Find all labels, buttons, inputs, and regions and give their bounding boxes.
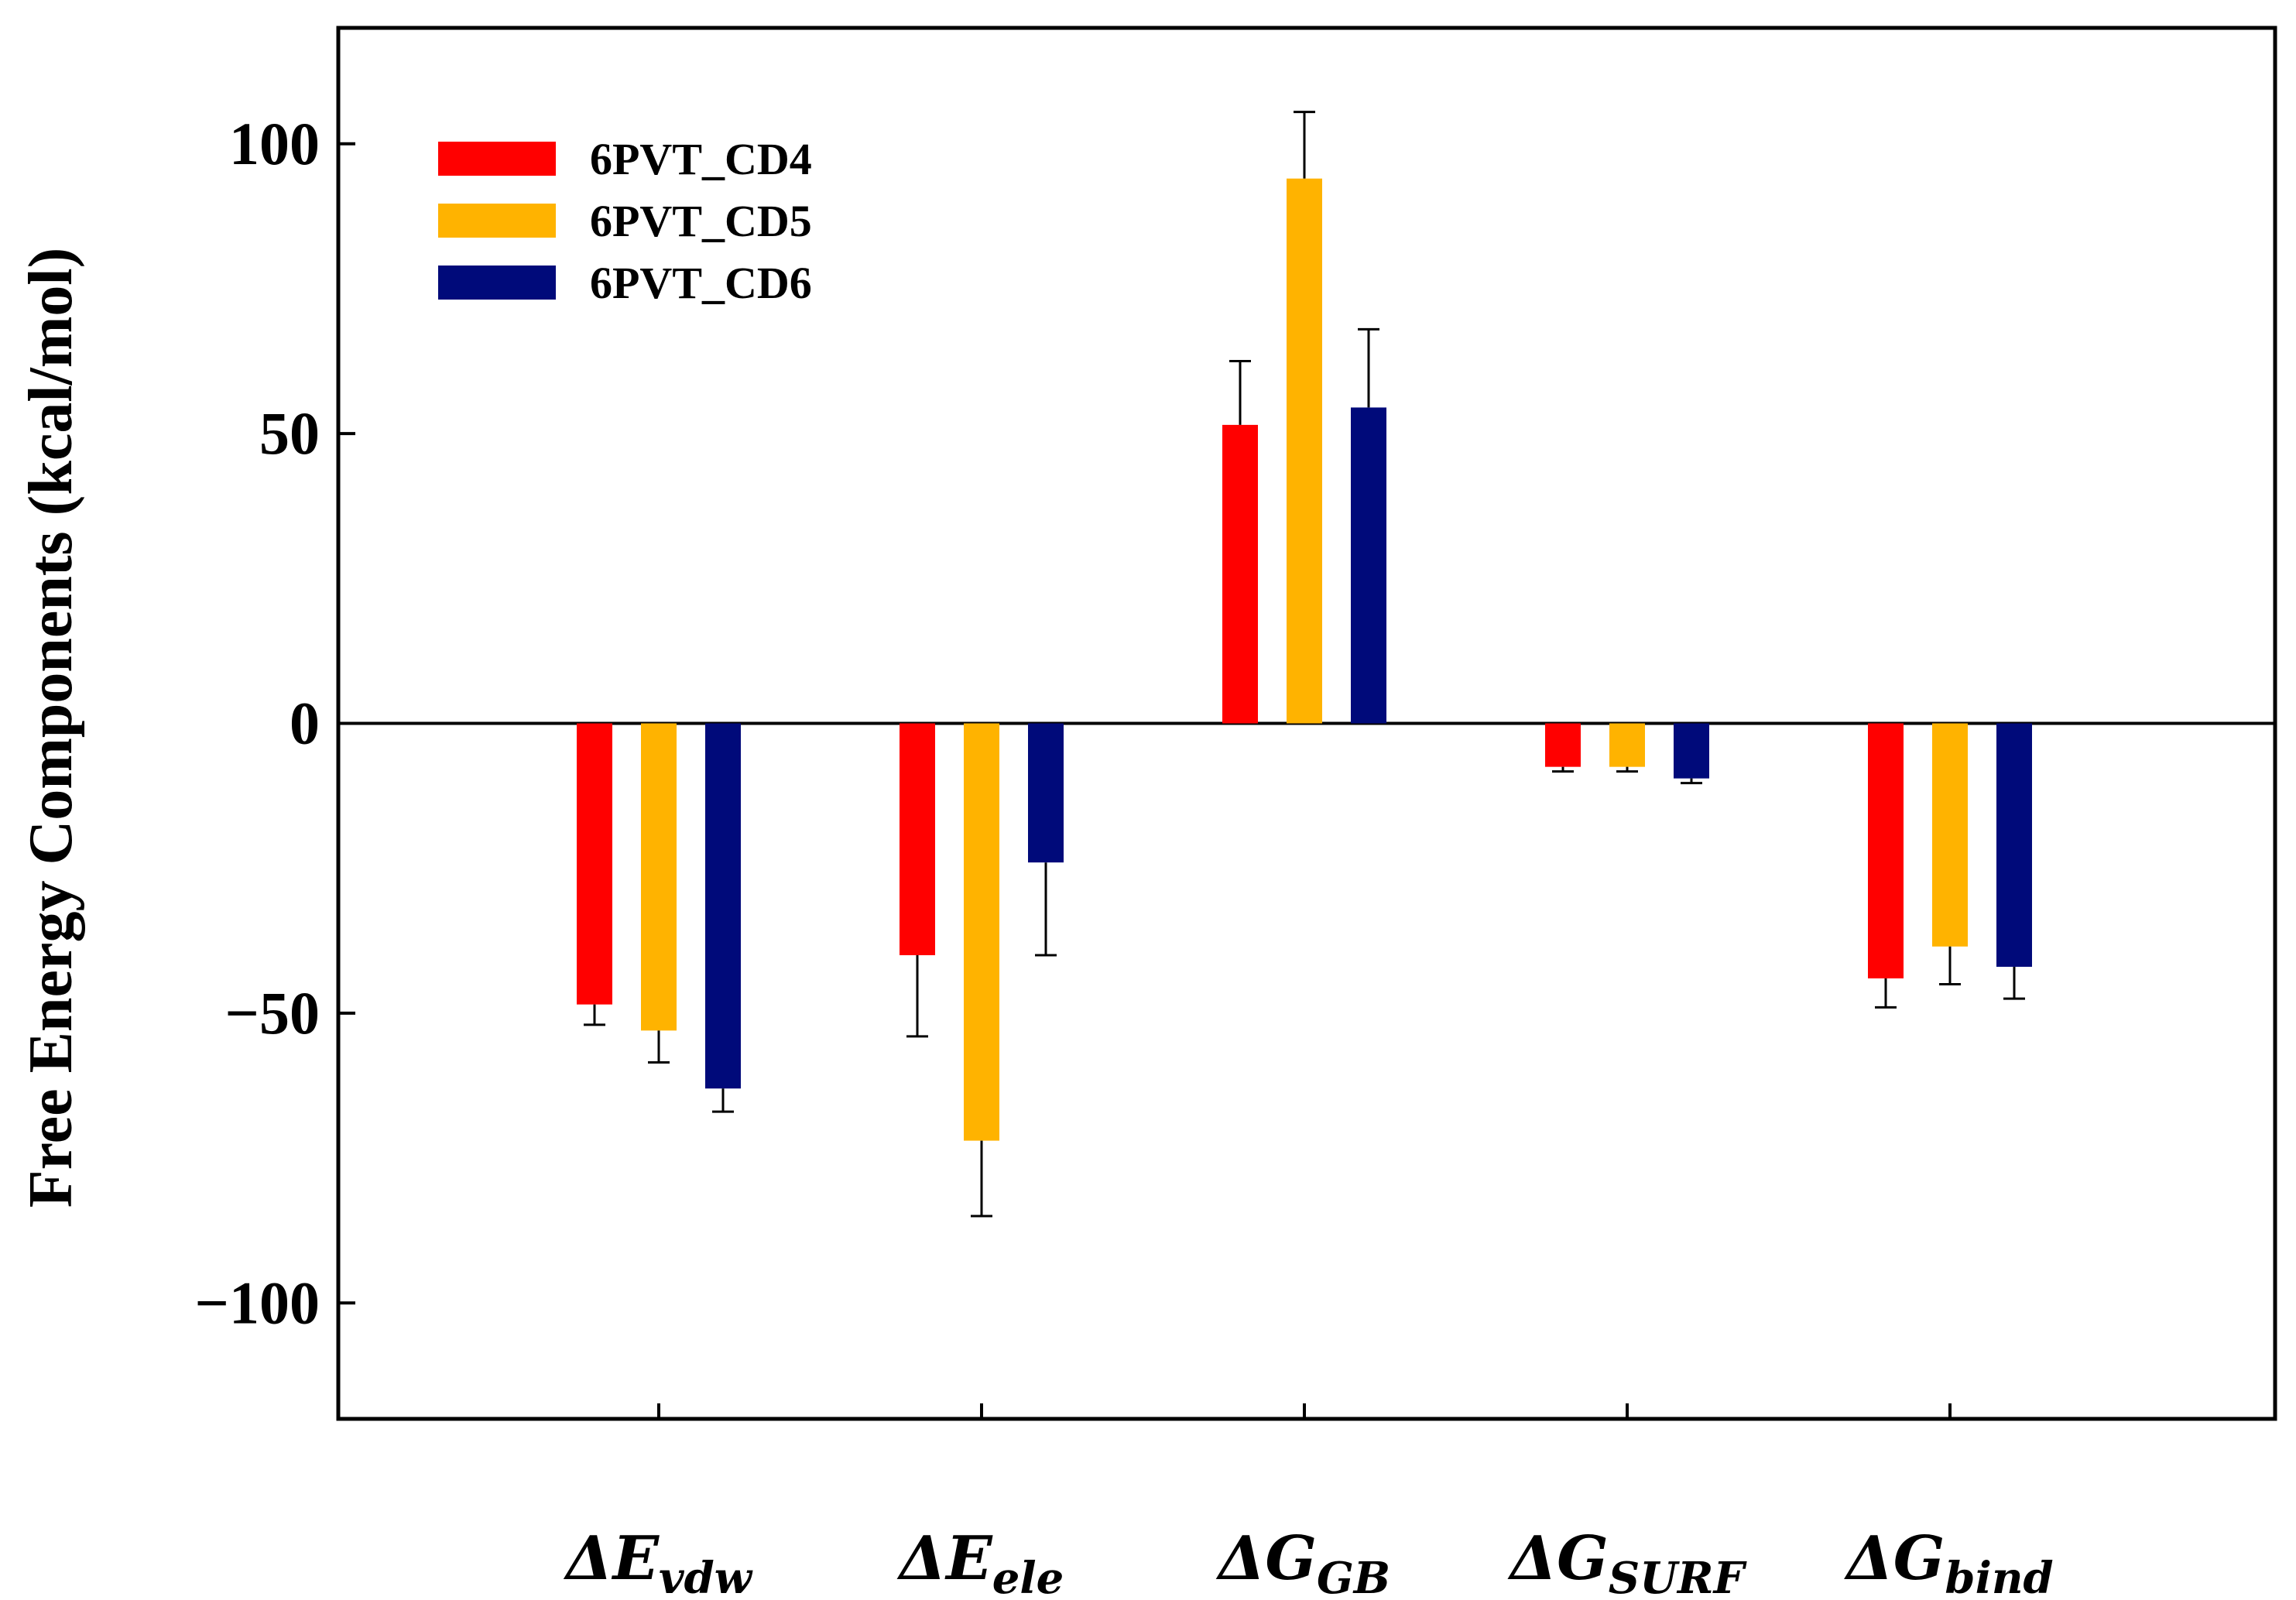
bar xyxy=(1028,723,1064,863)
bar xyxy=(1996,723,2032,967)
bar xyxy=(964,723,999,1141)
y-axis: −100 −50 0 50 100 xyxy=(195,110,355,1336)
bar xyxy=(641,723,677,1031)
bar xyxy=(1932,723,1968,947)
bar xyxy=(1545,723,1581,767)
y-axis-label: Free Energy Components (kcal/mol) xyxy=(17,248,85,1208)
x-axis: ΔEvdw ΔEele ΔGGB ΔGSURF ΔGbind xyxy=(563,1403,2054,1600)
y-tick-label: 50 xyxy=(259,399,320,467)
x-category-label: ΔEvdw xyxy=(563,1523,753,1600)
bar xyxy=(1351,407,1386,724)
x-category-label: ΔGbind xyxy=(1843,1523,2053,1600)
legend-swatch xyxy=(438,266,556,300)
x-category-label: ΔGSURF xyxy=(1507,1523,1748,1600)
bar xyxy=(1674,723,1709,779)
x-category-label: ΔGGB xyxy=(1215,1523,1390,1600)
bar xyxy=(705,723,741,1089)
y-tick-label: −100 xyxy=(195,1269,320,1336)
legend-label: 6PVT_CD4 xyxy=(590,134,812,184)
bar xyxy=(1868,723,1904,978)
y-tick-label: 0 xyxy=(290,690,320,757)
legend-label: 6PVT_CD6 xyxy=(590,258,812,308)
x-category-label: ΔEele xyxy=(896,1523,1064,1600)
bar xyxy=(577,723,612,1005)
bar xyxy=(900,723,935,955)
y-tick-label: −50 xyxy=(225,979,320,1047)
y-tick-label: 100 xyxy=(229,110,320,177)
bar xyxy=(1222,424,1258,724)
legend-swatch xyxy=(438,142,556,176)
bar xyxy=(1609,723,1645,767)
bars-layer xyxy=(577,111,2032,1218)
legend: 6PVT_CD4 6PVT_CD5 6PVT_CD6 xyxy=(438,134,812,308)
legend-label: 6PVT_CD5 xyxy=(590,196,812,246)
bar xyxy=(1287,178,1322,724)
legend-swatch xyxy=(438,204,556,238)
